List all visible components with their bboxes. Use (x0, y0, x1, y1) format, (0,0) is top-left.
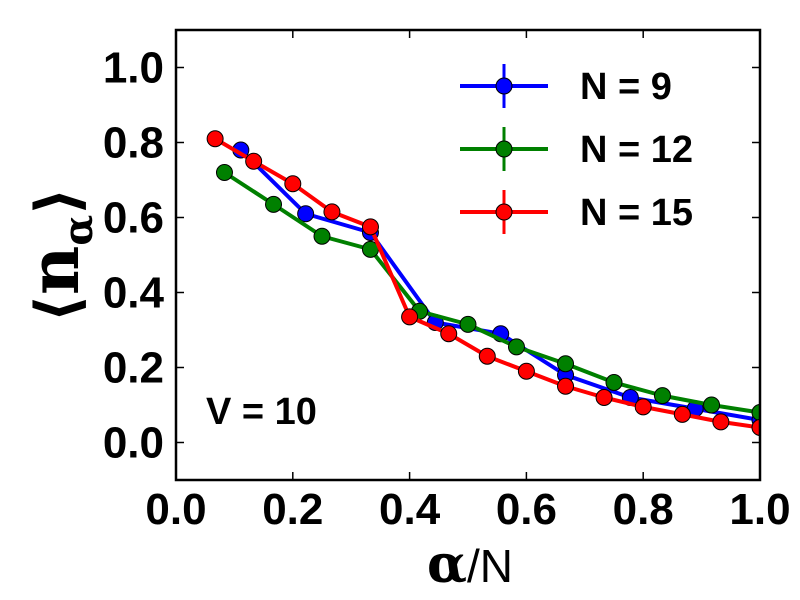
legend-marker (495, 77, 513, 95)
data-point (440, 325, 458, 343)
data-point (673, 405, 691, 423)
y-tick-label: 0.8 (103, 119, 164, 168)
y-tick-label: 0.4 (103, 269, 165, 318)
x-tick-label: 0.6 (496, 485, 557, 534)
x-axis-label-symbol: α (427, 534, 467, 595)
legend-label: N = 15 (580, 192, 693, 234)
data-point (265, 195, 283, 213)
data-point (653, 387, 671, 405)
y-tick-label: 0.0 (103, 419, 164, 468)
data-point (507, 338, 525, 356)
legend-entry: N = 9 (460, 64, 672, 108)
legend-label: N = 9 (580, 66, 672, 108)
legend-marker (495, 203, 513, 221)
data-point (459, 315, 477, 333)
data-point (206, 130, 224, 148)
data-point (361, 218, 379, 236)
series-line (239, 148, 760, 422)
data-point (751, 404, 760, 421)
svg-text:⟨nα⟩: ⟨nα⟩ (15, 187, 102, 322)
data-point (712, 413, 730, 431)
x-axis-label-rest: /N (467, 540, 513, 592)
x-tick-label: 0.0 (145, 485, 206, 534)
legend-marker (495, 140, 513, 158)
data-point (245, 152, 263, 170)
legend: N = 9 N = 12 N = 15 (460, 64, 693, 234)
data-point (323, 203, 341, 221)
data-point (297, 205, 315, 223)
series-3 (206, 130, 760, 436)
legend-entry: N = 15 (460, 190, 693, 234)
data-point (605, 374, 623, 391)
x-tick-label: 0.4 (379, 485, 441, 534)
y-tick-label: 0.2 (103, 344, 164, 393)
x-tick-label: 0.8 (613, 485, 674, 534)
data-point (703, 396, 721, 414)
data-point (751, 419, 760, 436)
y-axis-label: ⟨nα⟩ (15, 187, 102, 322)
data-point (401, 308, 419, 326)
ticks-layer: 0.0 0.2 0.4 0.6 0.8 1.0 0.0 0.2 0.4 0.6 0.8 1.0 (103, 30, 791, 534)
data-point (517, 362, 535, 380)
series-1 (232, 141, 760, 429)
y-tick-label: 0.6 (103, 194, 164, 243)
data-point (557, 355, 575, 373)
annotation-v: V = 10 (206, 391, 317, 433)
x-tick-label: 0.2 (262, 485, 323, 534)
data-point (313, 227, 331, 245)
y-axis-label-open: ⟨ (23, 295, 93, 322)
data-point (634, 398, 652, 416)
data-point (478, 347, 496, 365)
x-axis-label: α/N (427, 534, 513, 595)
data-point (215, 164, 233, 181)
x-tick-label: 1.0 (729, 485, 790, 534)
legend-entry: N = 12 (460, 127, 693, 171)
series-layer (206, 130, 760, 436)
y-tick-label: 1.0 (103, 44, 164, 93)
y-axis-label-sub: α (55, 215, 102, 246)
data-point (595, 389, 613, 406)
plot-frame (174, 28, 762, 482)
legend-label: N = 12 (580, 129, 693, 171)
y-axis-label-main: n (15, 246, 95, 295)
data-point (557, 377, 575, 395)
y-axis-label-close: ⟩ (23, 187, 93, 214)
data-point (284, 175, 302, 193)
